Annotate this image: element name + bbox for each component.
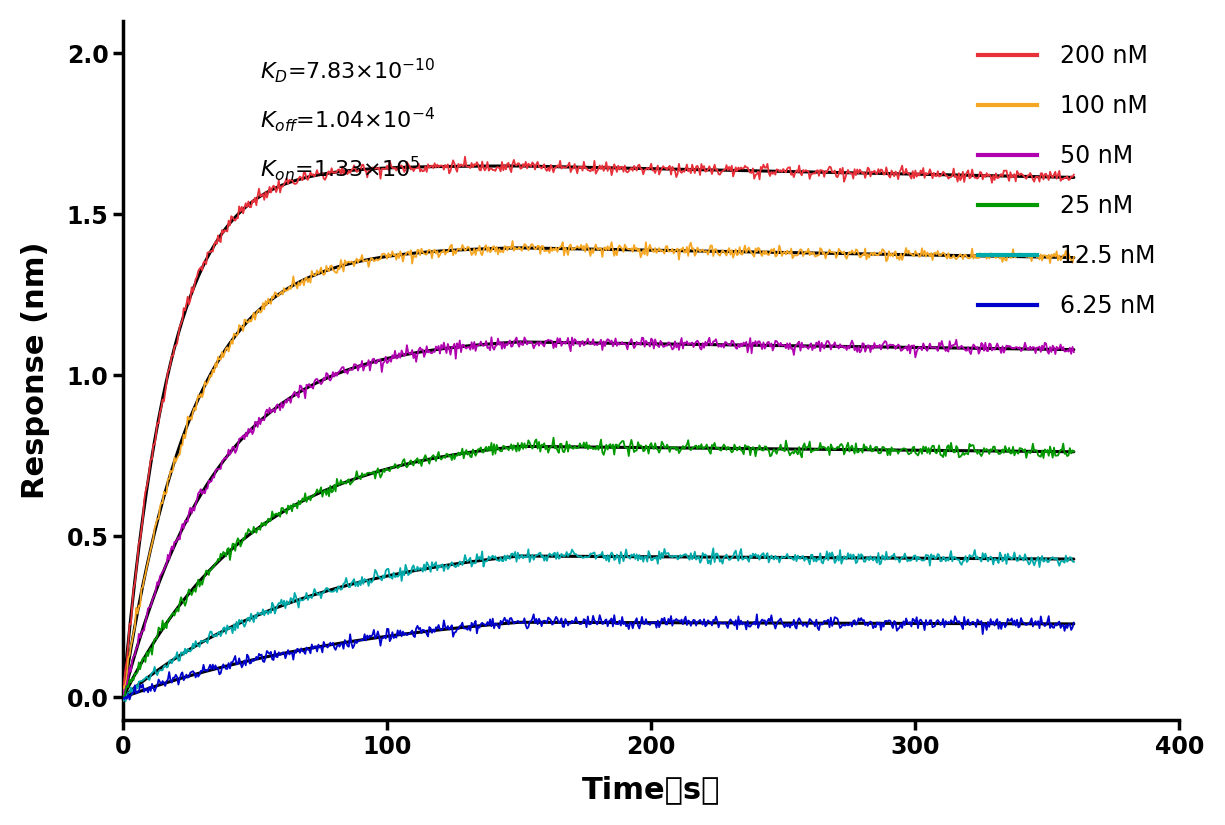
6.25 nM [366,625,381,635]
50 nM [325,373,339,383]
100 nM [771,248,785,257]
100 nM [677,248,692,257]
12.5 nM [366,573,381,582]
12.5 nM [115,695,130,705]
50 nM [484,332,499,342]
6.25 nM [326,638,341,648]
Line: 12.5 nM: 12.5 nM [122,549,1074,701]
200 nM [115,696,130,706]
Line: 25 nM: 25 nM [122,438,1074,699]
100 nM [584,244,599,254]
6.25 nM [1067,618,1082,628]
25 nM [326,486,341,496]
6.25 nM [772,615,786,625]
50 nM [771,338,785,348]
100 nM [1067,252,1082,262]
12.5 nM [677,549,692,559]
50 nM [1067,347,1082,357]
Line: 6.25 nM: 6.25 nM [122,615,1074,700]
12.5 nM [1067,557,1082,567]
6.25 nM [586,610,600,620]
Y-axis label: Response (nm): Response (nm) [21,242,50,499]
200 nM [325,163,339,173]
25 nM [546,433,561,443]
12.5 nM [706,544,720,554]
6.25 nM [527,610,541,620]
25 nM [116,694,131,704]
200 nM [458,152,473,162]
100 nM [115,691,130,701]
50 nM [365,355,380,365]
200 nM [981,172,996,182]
100 nM [365,254,380,264]
200 nM [677,167,692,177]
6.25 nM [679,612,693,622]
25 nM [586,444,600,454]
100 nM [325,261,339,271]
200 nM [771,165,785,175]
50 nM [115,694,130,704]
12.5 nM [772,558,786,568]
100 nM [981,249,996,259]
200 nM [584,164,599,174]
X-axis label: Time（s）: Time（s） [582,776,720,804]
25 nM [772,444,786,454]
12.5 nM [982,554,997,563]
6.25 nM [115,693,130,703]
50 nM [677,337,692,347]
6.25 nM [982,622,997,632]
Line: 100 nM: 100 nM [122,241,1074,696]
6.25 nM [122,695,137,705]
Text: $K_D$=7.83×10$^{-10}$
$K_{off}$=1.04×10$^{-4}$
$K_{on}$=1.33×10$^{5}$: $K_D$=7.83×10$^{-10}$ $K_{off}$=1.04×10$… [260,56,436,182]
Line: 200 nM: 200 nM [122,157,1074,701]
50 nM [584,338,599,348]
12.5 nM [119,696,134,706]
25 nM [982,449,997,459]
25 nM [366,466,381,476]
50 nM [981,346,996,356]
100 nM [505,236,519,246]
12.5 nM [584,549,599,559]
25 nM [679,441,693,451]
200 nM [365,163,380,172]
200 nM [1067,170,1082,180]
25 nM [1067,446,1082,456]
12.5 nM [326,587,341,596]
Line: 50 nM: 50 nM [122,337,1074,699]
Legend: 200 nM, 100 nM, 50 nM, 25 nM, 12.5 nM, 6.25 nM: 200 nM, 100 nM, 50 nM, 25 nM, 12.5 nM, 6… [967,33,1167,330]
25 nM [115,691,130,701]
